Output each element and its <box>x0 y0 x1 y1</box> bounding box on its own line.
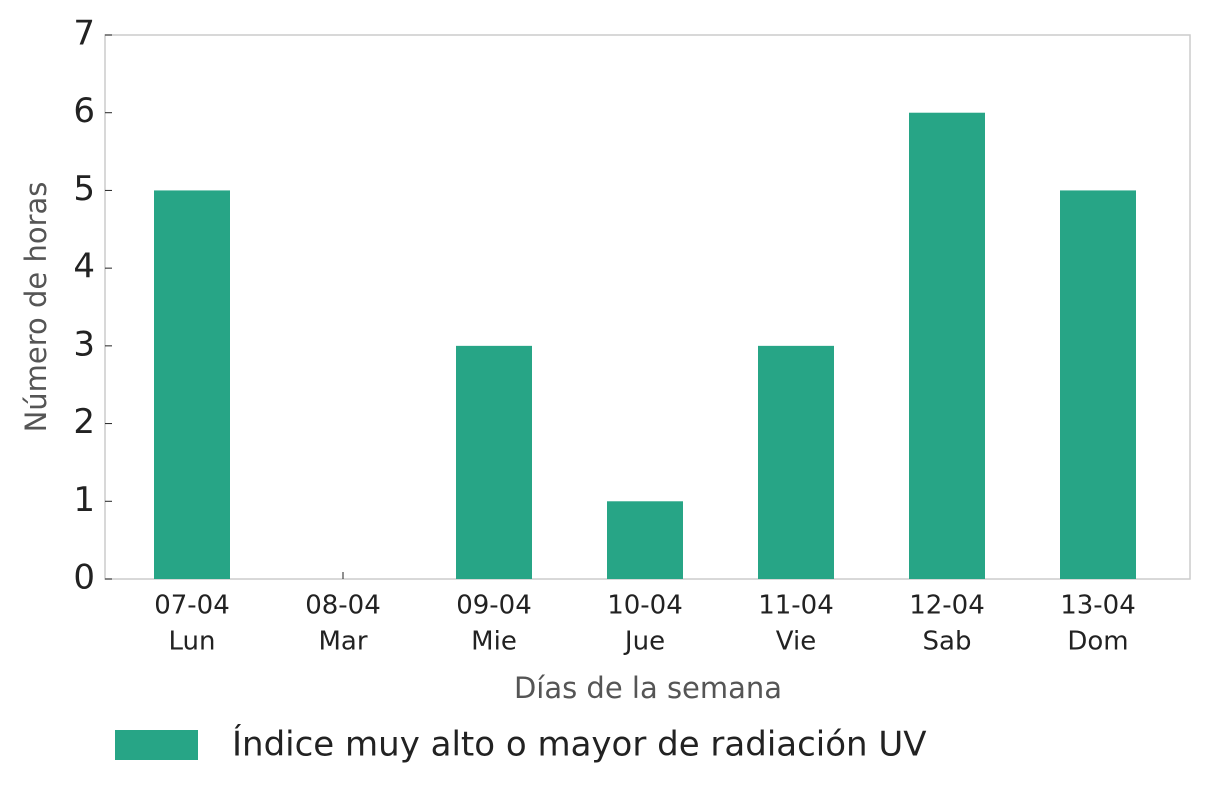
x-tick-label: Mar <box>318 627 367 657</box>
legend-label: Índice muy alto o mayor de radiación UV <box>232 724 927 765</box>
x-tick-label: Sab <box>923 627 972 657</box>
bar <box>909 112 985 579</box>
y-tick-label: 6 <box>73 91 95 131</box>
x-tick-label: Jue <box>623 627 665 657</box>
y-tick-label: 5 <box>73 169 95 209</box>
x-tick-label: Lun <box>169 627 216 657</box>
x-tick-label: 12-04 <box>909 591 985 621</box>
bar <box>456 345 532 579</box>
y-tick-label: 3 <box>73 324 95 364</box>
bar <box>1060 190 1136 579</box>
y-tick-label: 4 <box>73 247 95 287</box>
y-tick-label: 0 <box>73 558 95 598</box>
x-tick-label: Mie <box>471 627 517 657</box>
legend-swatch <box>115 730 198 760</box>
x-tick-label: 07-04 <box>154 591 230 621</box>
x-tick-label: 10-04 <box>607 591 683 621</box>
x-tick-label: Vie <box>776 627 816 657</box>
x-tick-label: 08-04 <box>305 591 381 621</box>
x-tick-label: 11-04 <box>758 591 834 621</box>
y-axis-title: Número de horas <box>19 182 53 433</box>
bar <box>154 190 230 579</box>
x-tick-label: Dom <box>1067 627 1128 657</box>
x-tick-label: 13-04 <box>1060 591 1136 621</box>
bar <box>607 501 683 579</box>
bar <box>758 345 834 579</box>
y-tick-label: 2 <box>73 402 95 442</box>
plot-frame <box>104 34 1191 580</box>
y-tick-label: 1 <box>73 480 95 520</box>
x-axis-title: Días de la semana <box>514 671 782 705</box>
x-tick-label: 09-04 <box>456 591 532 621</box>
y-tick-label: 7 <box>73 14 95 54</box>
